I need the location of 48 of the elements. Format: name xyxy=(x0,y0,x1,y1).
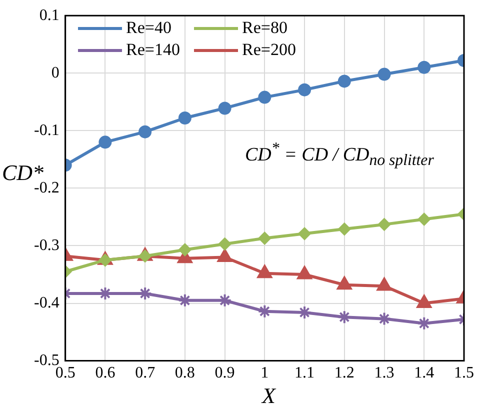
annotation: CD$^{*}$ = CD / CD$_{no splitter}$ xyxy=(245,140,434,170)
point xyxy=(178,112,192,125)
point xyxy=(98,286,112,300)
x-tick-label: 1.2 xyxy=(334,364,354,382)
point xyxy=(98,254,112,267)
point xyxy=(377,312,392,326)
point xyxy=(378,68,391,81)
x-tick-label: 1 xyxy=(260,364,269,382)
point xyxy=(298,83,312,96)
point xyxy=(258,90,272,104)
point xyxy=(218,293,232,308)
x-tick-label: 0.8 xyxy=(174,364,195,382)
y-tick-label: 0.1 xyxy=(39,6,60,24)
legend-label: Re=140 xyxy=(126,40,180,60)
point xyxy=(178,243,192,256)
legend-label: Re=40 xyxy=(126,18,172,38)
legend-label: Re=200 xyxy=(242,40,296,60)
point xyxy=(418,60,431,74)
point xyxy=(338,222,351,236)
x-tick-label: 0.5 xyxy=(55,364,76,382)
point xyxy=(218,238,232,251)
point xyxy=(378,218,391,231)
y-tick-label: 0 xyxy=(51,64,60,82)
x-tick-label: 1.4 xyxy=(414,364,434,382)
y-tick-label: -0.3 xyxy=(34,236,60,254)
y-tick-label: -0.1 xyxy=(34,122,60,139)
x-axis-title: X xyxy=(262,383,276,408)
point xyxy=(138,125,152,138)
x-tick-label: 0.7 xyxy=(135,364,156,382)
point xyxy=(258,232,272,245)
point xyxy=(98,136,112,149)
x-tick-label: 1.3 xyxy=(374,364,394,382)
x-tick-label: 1.5 xyxy=(454,364,474,382)
point xyxy=(418,212,431,226)
point xyxy=(337,310,352,324)
point xyxy=(138,286,152,300)
legend-label: Re=80 xyxy=(242,18,288,38)
point xyxy=(218,102,232,115)
point xyxy=(298,227,312,240)
x-tick-label: 0.9 xyxy=(214,364,235,382)
point xyxy=(178,293,192,308)
point xyxy=(417,316,432,330)
y-tick-label: -0.4 xyxy=(34,294,60,312)
x-tick-label: 1.1 xyxy=(294,364,315,382)
point xyxy=(298,305,312,320)
point xyxy=(338,74,351,88)
x-tick-label: 0.6 xyxy=(95,364,116,382)
point xyxy=(258,304,272,318)
